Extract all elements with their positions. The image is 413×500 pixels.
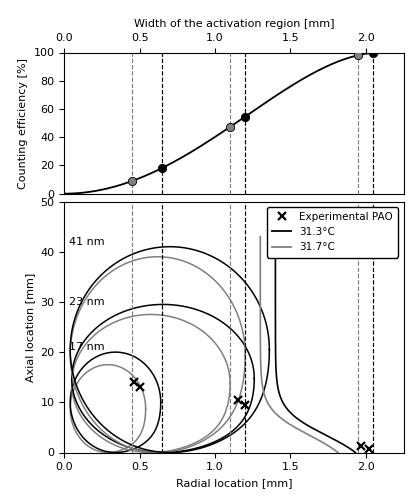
Y-axis label: Counting efficiency [%]: Counting efficiency [%] — [18, 58, 28, 188]
X-axis label: Radial location [mm]: Radial location [mm] — [175, 478, 292, 488]
X-axis label: Width of the activation region [mm]: Width of the activation region [mm] — [133, 19, 333, 29]
Text: 17 nm: 17 nm — [69, 342, 104, 352]
Text: 23 nm: 23 nm — [69, 297, 104, 307]
Y-axis label: Axial location [mm]: Axial location [mm] — [25, 272, 35, 382]
Legend: Experimental PAO, 31.3°C, 31.7°C: Experimental PAO, 31.3°C, 31.7°C — [266, 206, 397, 258]
Text: 41 nm: 41 nm — [69, 236, 104, 246]
